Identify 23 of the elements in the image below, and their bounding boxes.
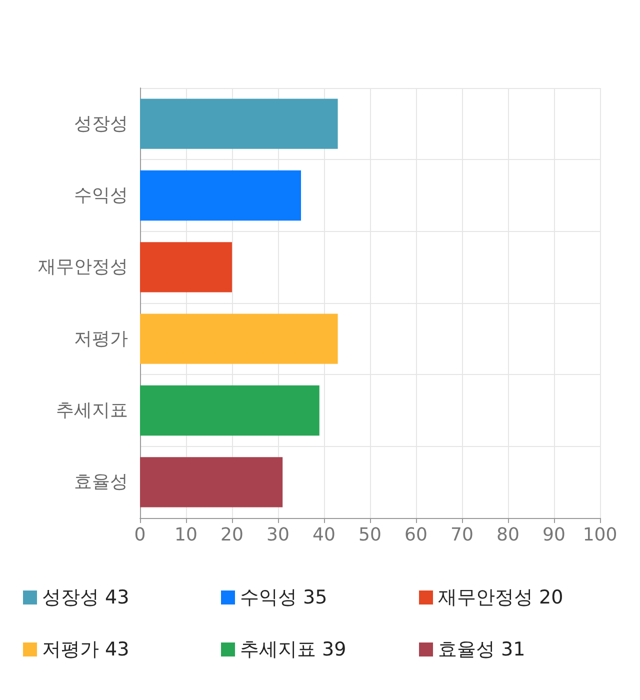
y-tick-label: 효율성: [74, 472, 128, 493]
x-tick-label: 0: [134, 524, 146, 546]
x-tick-label: 70: [450, 524, 474, 546]
y-tick-label: 저평가: [74, 328, 128, 350]
legend-label: 재무안정성 20: [438, 586, 564, 608]
x-tick-label: 50: [358, 524, 382, 546]
x-tick-label: 80: [496, 524, 520, 546]
y-tick-label: 재무안정성: [38, 256, 128, 278]
x-tick-label: 100: [582, 524, 618, 546]
x-tick-label: 40: [312, 524, 336, 546]
x-tick-label: 90: [542, 524, 566, 546]
legend-label: 성장성 43: [42, 586, 130, 608]
legend-label: 저평가 43: [42, 638, 130, 660]
x-tick-label: 10: [174, 524, 198, 546]
legend-label: 수익성 35: [240, 586, 328, 608]
x-tick-label: 30: [266, 524, 290, 546]
legend-label: 효율성 31: [438, 638, 526, 660]
y-tick-label: 수익성: [74, 185, 128, 206]
legend-label: 추세지표 39: [240, 638, 346, 660]
x-tick-label: 20: [220, 524, 244, 546]
y-tick-label: 성장성: [74, 113, 128, 134]
y-tick-label: 추세지표: [56, 400, 128, 421]
x-tick-label: 60: [404, 524, 428, 546]
